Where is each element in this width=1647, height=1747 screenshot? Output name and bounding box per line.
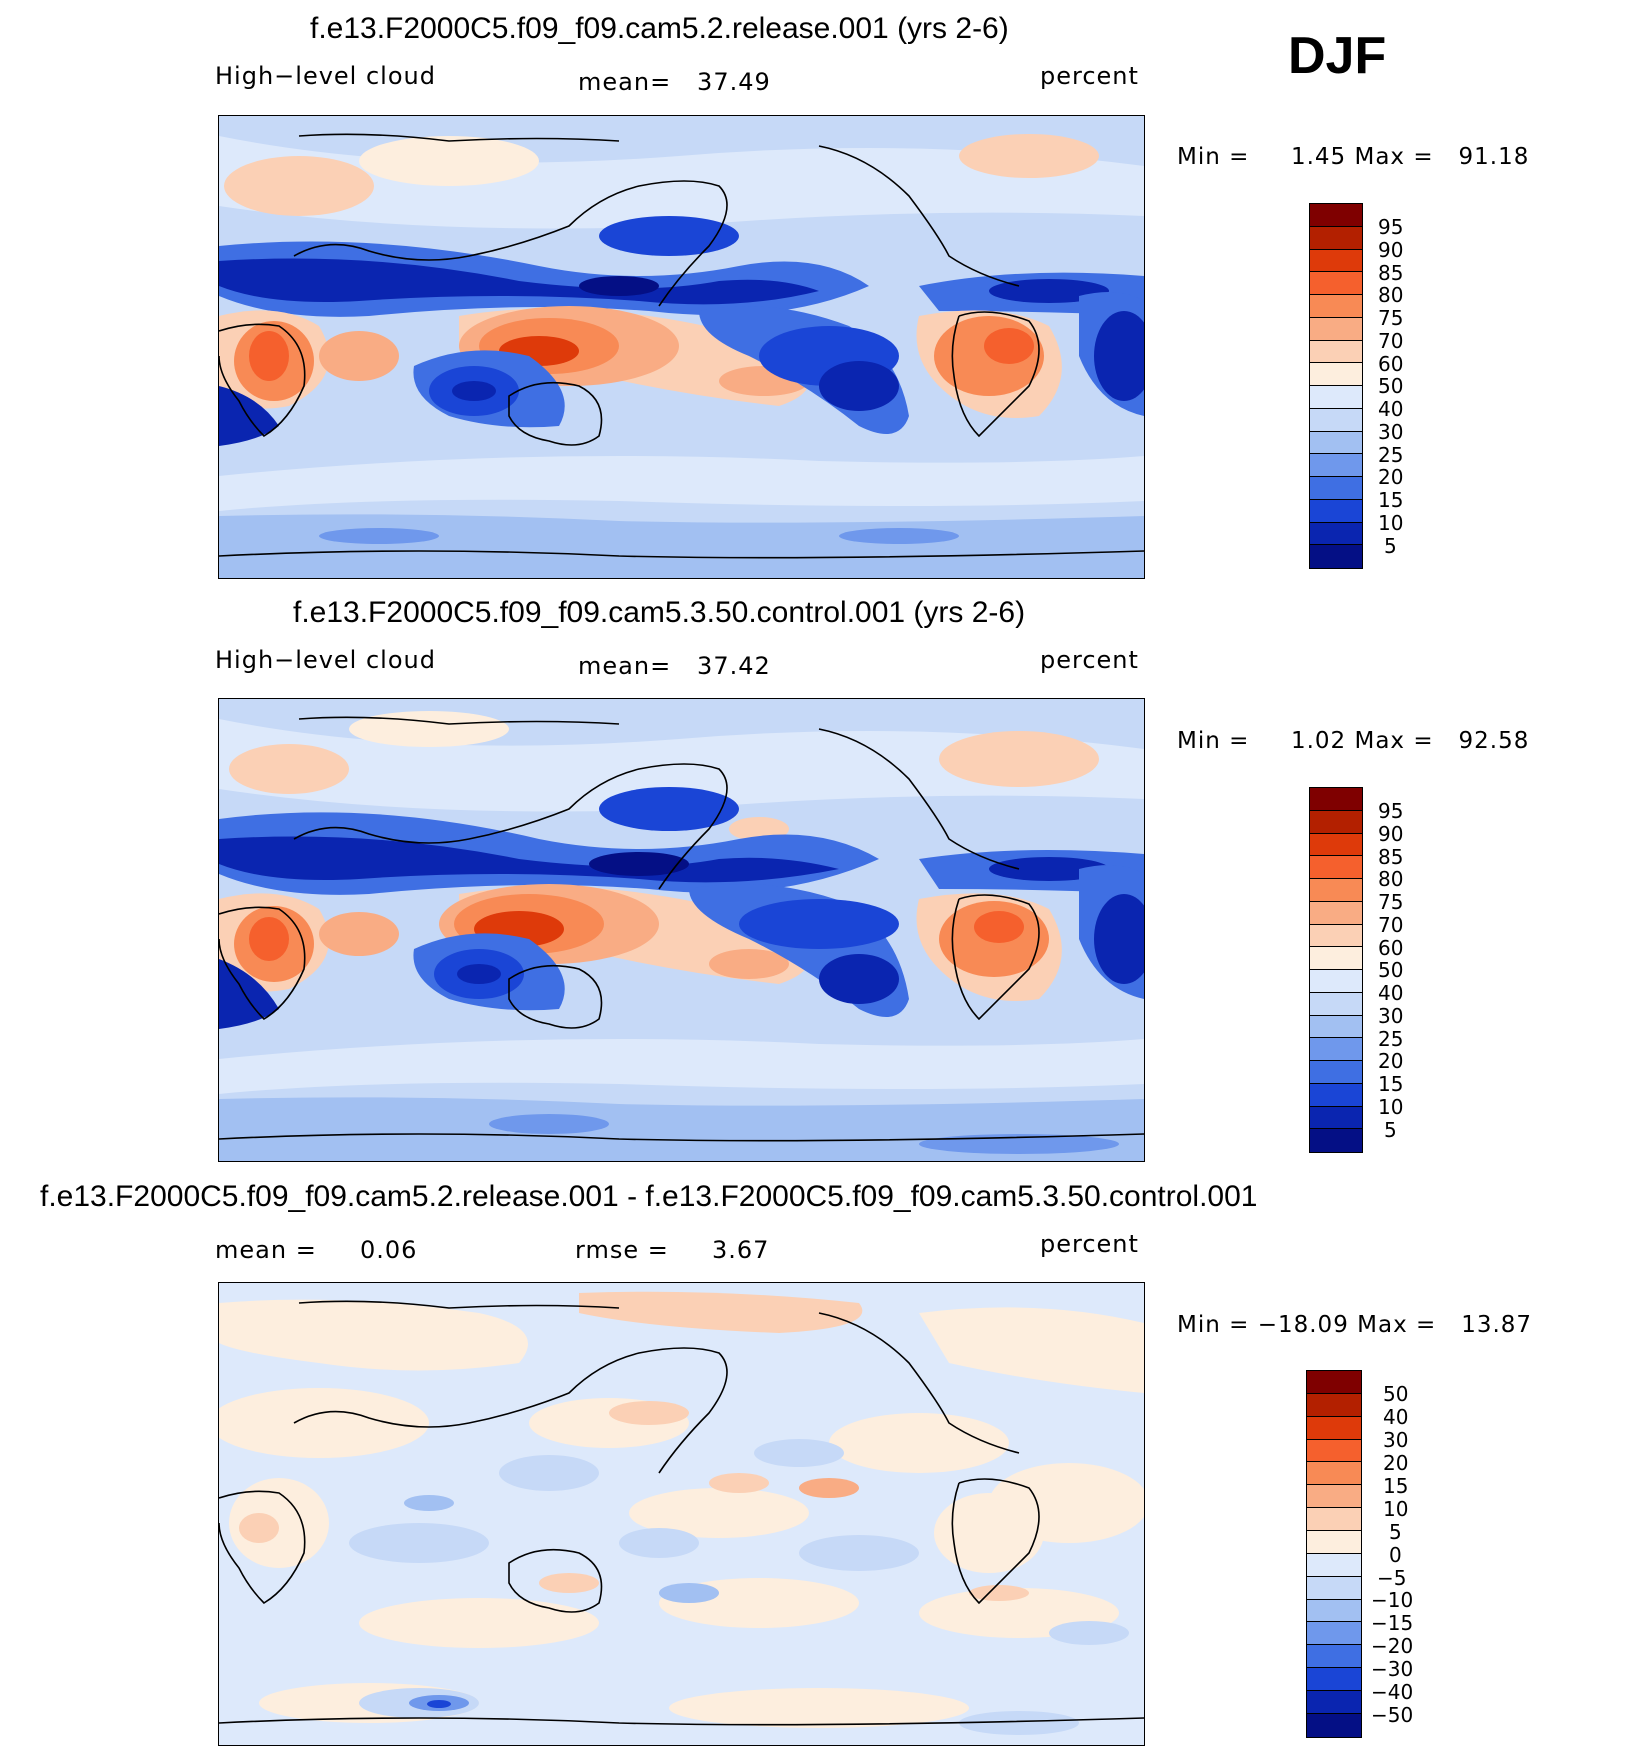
panel-3-mean-label: mean = 0.06: [215, 1236, 418, 1264]
colorbar-tick-label: 5: [1384, 534, 1397, 558]
colorbar-tick-label: 40: [1378, 397, 1404, 421]
colorbar-tick-label: 10: [1378, 1095, 1404, 1119]
panel-1-minmax: Min = 1.45 Max = 91.18: [1177, 144, 1530, 170]
colorbar-tick-label: 40: [1383, 1405, 1409, 1429]
colorbar-tick-label: 95: [1378, 215, 1404, 239]
colorbar-tick-label: 95: [1378, 799, 1404, 823]
colorbar-tick-label: −30: [1371, 1657, 1414, 1681]
colorbar-tick-label: 30: [1378, 1004, 1404, 1028]
colorbar-tick-label: −10: [1371, 1588, 1414, 1612]
panel-1-units-label: percent: [1040, 62, 1139, 90]
colorbar-tick-label: 5: [1389, 1520, 1402, 1544]
panel-3-units-label: percent: [1040, 1230, 1139, 1258]
colorbar-tick-label: 15: [1383, 1474, 1409, 1498]
panel-3-map: [218, 1282, 1145, 1746]
panel-2-title: f.e13.F2000C5.f09_f09.cam5.3.50.control.…: [293, 596, 1026, 629]
colorbar-tick-label: 85: [1378, 261, 1404, 285]
colorbar-tick-label: 60: [1378, 936, 1404, 960]
colorbar-tick-label: 85: [1378, 845, 1404, 869]
colorbar-tick-label: 15: [1378, 1072, 1404, 1096]
colorbar-tick-label: 50: [1378, 374, 1404, 398]
colorbar-tick-label: 50: [1378, 958, 1404, 982]
colorbar-tick-label: 90: [1378, 238, 1404, 262]
panel-1-variable-label: High−level cloud: [215, 62, 436, 90]
colorbar-tick-label: 75: [1378, 306, 1404, 330]
colorbar-tick-label: −5: [1377, 1566, 1407, 1590]
colorbar-tick-label: 50: [1383, 1382, 1409, 1406]
panel-2-map: [218, 698, 1145, 1162]
colorbar-tick-label: 20: [1383, 1451, 1409, 1475]
colorbar-tick-label: 80: [1378, 867, 1404, 891]
colorbar-tick-label: 60: [1378, 352, 1404, 376]
panel-3-rmse-label: rmse = 3.67: [575, 1236, 770, 1264]
colorbar-tick-label: 25: [1378, 443, 1404, 467]
panel-3-minmax: Min = −18.09 Max = 13.87: [1177, 1312, 1533, 1338]
colorbar-tick-label: 75: [1378, 890, 1404, 914]
colorbar-tick-label: 80: [1378, 283, 1404, 307]
colorbar-tick-label: −15: [1371, 1611, 1414, 1635]
panel-1-title: f.e13.F2000C5.f09_f09.cam5.2.release.001…: [310, 12, 1009, 45]
colorbar-tick-label: 10: [1378, 511, 1404, 535]
colorbar-tick-label: 70: [1378, 913, 1404, 937]
panel-1-colorbar: [1309, 203, 1363, 569]
colorbar-tick-label: 70: [1378, 329, 1404, 353]
panel-2-variable-label: High−level cloud: [215, 646, 436, 674]
colorbar-tick-label: −40: [1371, 1680, 1414, 1704]
colorbar-tick-label: 10: [1383, 1497, 1409, 1521]
panel-2-colorbar: [1309, 787, 1363, 1153]
colorbar-tick-label: −20: [1371, 1634, 1414, 1658]
colorbar-tick-label: 20: [1378, 1049, 1404, 1073]
colorbar-tick-label: 40: [1378, 981, 1404, 1005]
colorbar-tick-label: 5: [1384, 1118, 1397, 1142]
colorbar-tick-label: 15: [1378, 488, 1404, 512]
season-label: DJF: [1288, 27, 1387, 85]
colorbar-tick-label: 30: [1378, 420, 1404, 444]
panel-3-title: f.e13.F2000C5.f09_f09.cam5.2.release.001…: [40, 1180, 1258, 1213]
colorbar-tick-label: 20: [1378, 465, 1404, 489]
panel-2-units-label: percent: [1040, 646, 1139, 674]
panel-1-map: [218, 115, 1145, 579]
colorbar-tick-label: 30: [1383, 1428, 1409, 1452]
panel-2-mean-label: mean= 37.42: [578, 652, 771, 680]
colorbar-tick-label: 25: [1378, 1027, 1404, 1051]
colorbar-tick-label: 90: [1378, 822, 1404, 846]
colorbar-tick-label: 0: [1389, 1543, 1402, 1567]
panel-1-mean-label: mean= 37.49: [578, 68, 771, 96]
colorbar-tick-label: −50: [1371, 1703, 1414, 1727]
panel-2-minmax: Min = 1.02 Max = 92.58: [1177, 728, 1530, 754]
panel-3-colorbar: [1306, 1370, 1362, 1738]
